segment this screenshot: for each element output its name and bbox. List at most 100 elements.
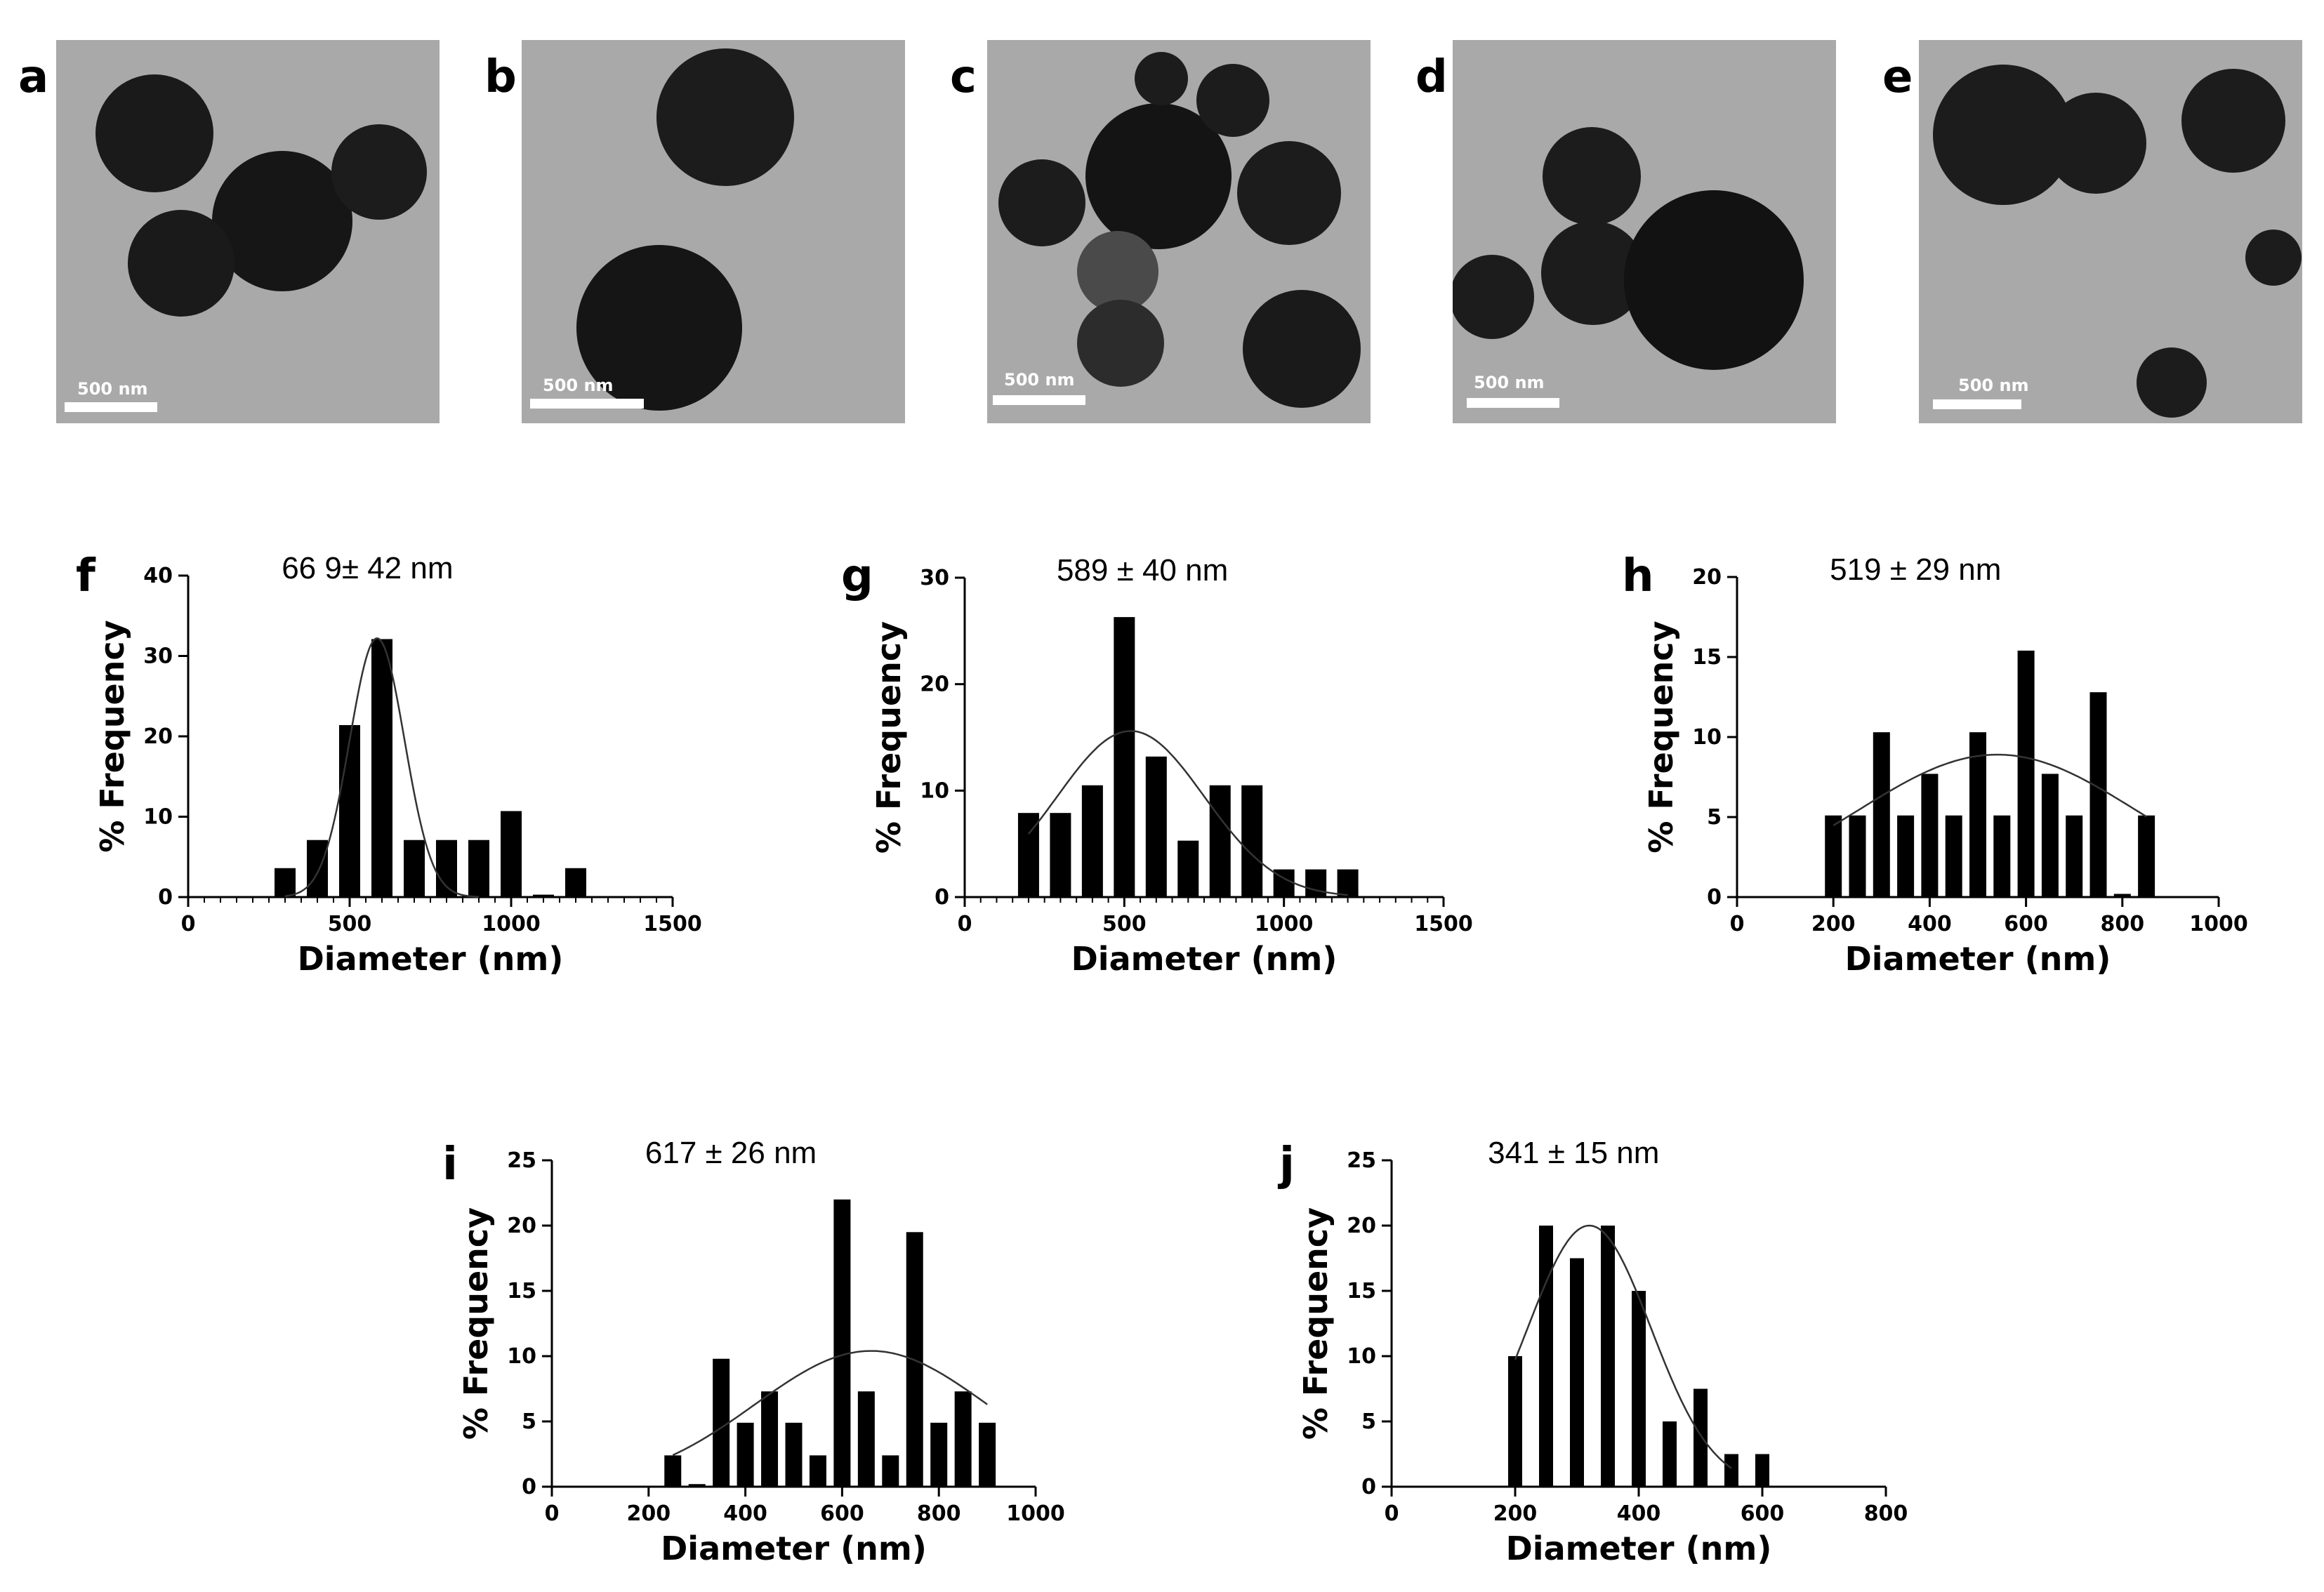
histogram-bar: [1177, 840, 1199, 897]
chart-title: 519 ± 29 nm: [1830, 552, 2001, 587]
scale-bar: [993, 395, 1085, 405]
histogram-bar: [713, 1358, 730, 1487]
histogram-bar: [833, 1199, 851, 1487]
y-axis-label: % Frequency: [93, 620, 131, 852]
y-tick-label: 10: [1347, 1344, 1376, 1369]
x-tick-label: 0: [545, 1501, 560, 1526]
x-tick-label: 400: [1617, 1501, 1661, 1526]
chart-title: 589 ± 40 nm: [1057, 553, 1228, 588]
scale-bar-label: 500 nm: [543, 376, 614, 395]
y-tick-label: 25: [1347, 1148, 1376, 1173]
y-tick-label: 5: [1707, 805, 1722, 830]
histogram-bar: [1241, 785, 1263, 897]
panel-letter: j: [1277, 1139, 1295, 1190]
panel-letter-e: e: [1882, 51, 1913, 103]
x-axis-label: Diameter (nm): [1845, 940, 2111, 978]
histogram-bar: [339, 724, 360, 897]
histogram-bar: [501, 811, 522, 897]
histogram-bar: [979, 1422, 996, 1487]
scale-bar: [1933, 399, 2021, 409]
x-tick-label: 800: [2100, 912, 2144, 936]
histogram-bar: [1081, 785, 1103, 897]
x-tick-label: 1000: [482, 912, 541, 936]
histogram-bar: [436, 840, 457, 897]
y-tick-label: 0: [1707, 885, 1722, 910]
gaussian-fit-curve: [1833, 753, 2147, 826]
tem-image-e: 500 nm: [1919, 40, 2302, 423]
scale-bar: [530, 399, 644, 409]
y-tick-label: 10: [143, 805, 173, 830]
y-tick-label: 20: [143, 724, 173, 749]
histogram-bar: [371, 639, 392, 897]
y-axis-label: % Frequency: [1642, 621, 1680, 853]
panel-letter: g: [841, 550, 873, 602]
scale-bar-label: 500 nm: [1004, 370, 1075, 390]
y-tick-label: 5: [522, 1409, 536, 1434]
histogram-bar: [1337, 869, 1359, 897]
x-tick-label: 600: [1741, 1501, 1785, 1526]
y-tick-label: 15: [1692, 645, 1722, 670]
histogram-bar: [1663, 1421, 1677, 1487]
panel-letter: h: [1622, 550, 1654, 602]
histogram-bar: [1945, 815, 1962, 897]
histogram-bar: [1632, 1291, 1646, 1487]
histogram-bar: [2017, 650, 2035, 897]
y-tick-label: 15: [1347, 1279, 1376, 1304]
chart-title: 66 9± 42 nm: [282, 551, 453, 585]
y-tick-label: 20: [1347, 1214, 1376, 1238]
tem-image-c: 500 nm: [987, 40, 1371, 423]
gaussian-fit-curve: [1514, 1224, 1732, 1469]
histogram-bar: [1825, 815, 1842, 897]
histogram-bar: [809, 1455, 826, 1487]
gaussian-fit-curve: [1027, 730, 1348, 896]
panel-letter-c: c: [950, 51, 977, 103]
histogram-bar: [1017, 813, 1039, 897]
histogram-bar: [664, 1455, 682, 1487]
x-axis-label: Diameter (nm): [1071, 940, 1338, 978]
histogram-bar: [1305, 869, 1327, 897]
x-tick-label: 1000: [2189, 912, 2248, 936]
histogram-bar: [1993, 815, 2011, 897]
y-tick-label: 0: [158, 885, 173, 910]
histogram-bar: [857, 1391, 875, 1487]
histogram-bar: [954, 1391, 972, 1487]
histogram-bar: [1724, 1454, 1738, 1487]
scale-bar-label: 500 nm: [1958, 376, 2029, 395]
x-tick-label: 500: [1102, 912, 1147, 936]
histogram-bar: [404, 840, 425, 897]
y-axis-label: % Frequency: [457, 1207, 495, 1440]
x-tick-label: 500: [328, 912, 372, 936]
scale-bar: [65, 402, 157, 412]
histogram-bar: [1508, 1356, 1522, 1487]
x-tick-label: 0: [1385, 1501, 1399, 1526]
y-axis-label: % Frequency: [1297, 1207, 1335, 1440]
histogram-bar: [930, 1422, 948, 1487]
x-tick-label: 400: [1908, 912, 1952, 936]
tem-image-d: 500 nm: [1453, 40, 1836, 423]
y-tick-label: 25: [507, 1148, 536, 1173]
histogram-bar: [468, 840, 489, 897]
panel-letter-b: b: [484, 51, 517, 103]
y-tick-label: 10: [507, 1344, 536, 1369]
y-tick-label: 20: [1692, 565, 1722, 590]
histogram-bar: [1921, 774, 1939, 897]
histogram-bar: [2066, 815, 2083, 897]
y-tick-label: 10: [1692, 725, 1722, 750]
x-axis-label: Diameter (nm): [661, 1530, 927, 1567]
y-tick-label: 30: [920, 566, 949, 590]
histogram-bar: [1570, 1258, 1584, 1487]
histogram-bar: [1539, 1226, 1553, 1487]
x-tick-label: 0: [1730, 912, 1745, 936]
gaussian-fit-curve: [284, 637, 480, 898]
x-tick-label: 1500: [1414, 912, 1473, 936]
histogram-bar: [275, 868, 296, 897]
histogram-bar: [1114, 617, 1135, 897]
x-tick-label: 400: [723, 1501, 767, 1526]
x-tick-label: 0: [181, 912, 196, 936]
y-tick-label: 0: [522, 1475, 536, 1499]
x-tick-label: 200: [1811, 912, 1856, 936]
histogram-bar: [1145, 756, 1167, 897]
y-tick-label: 40: [143, 564, 173, 588]
scale-bar-label: 500 nm: [1474, 373, 1545, 392]
